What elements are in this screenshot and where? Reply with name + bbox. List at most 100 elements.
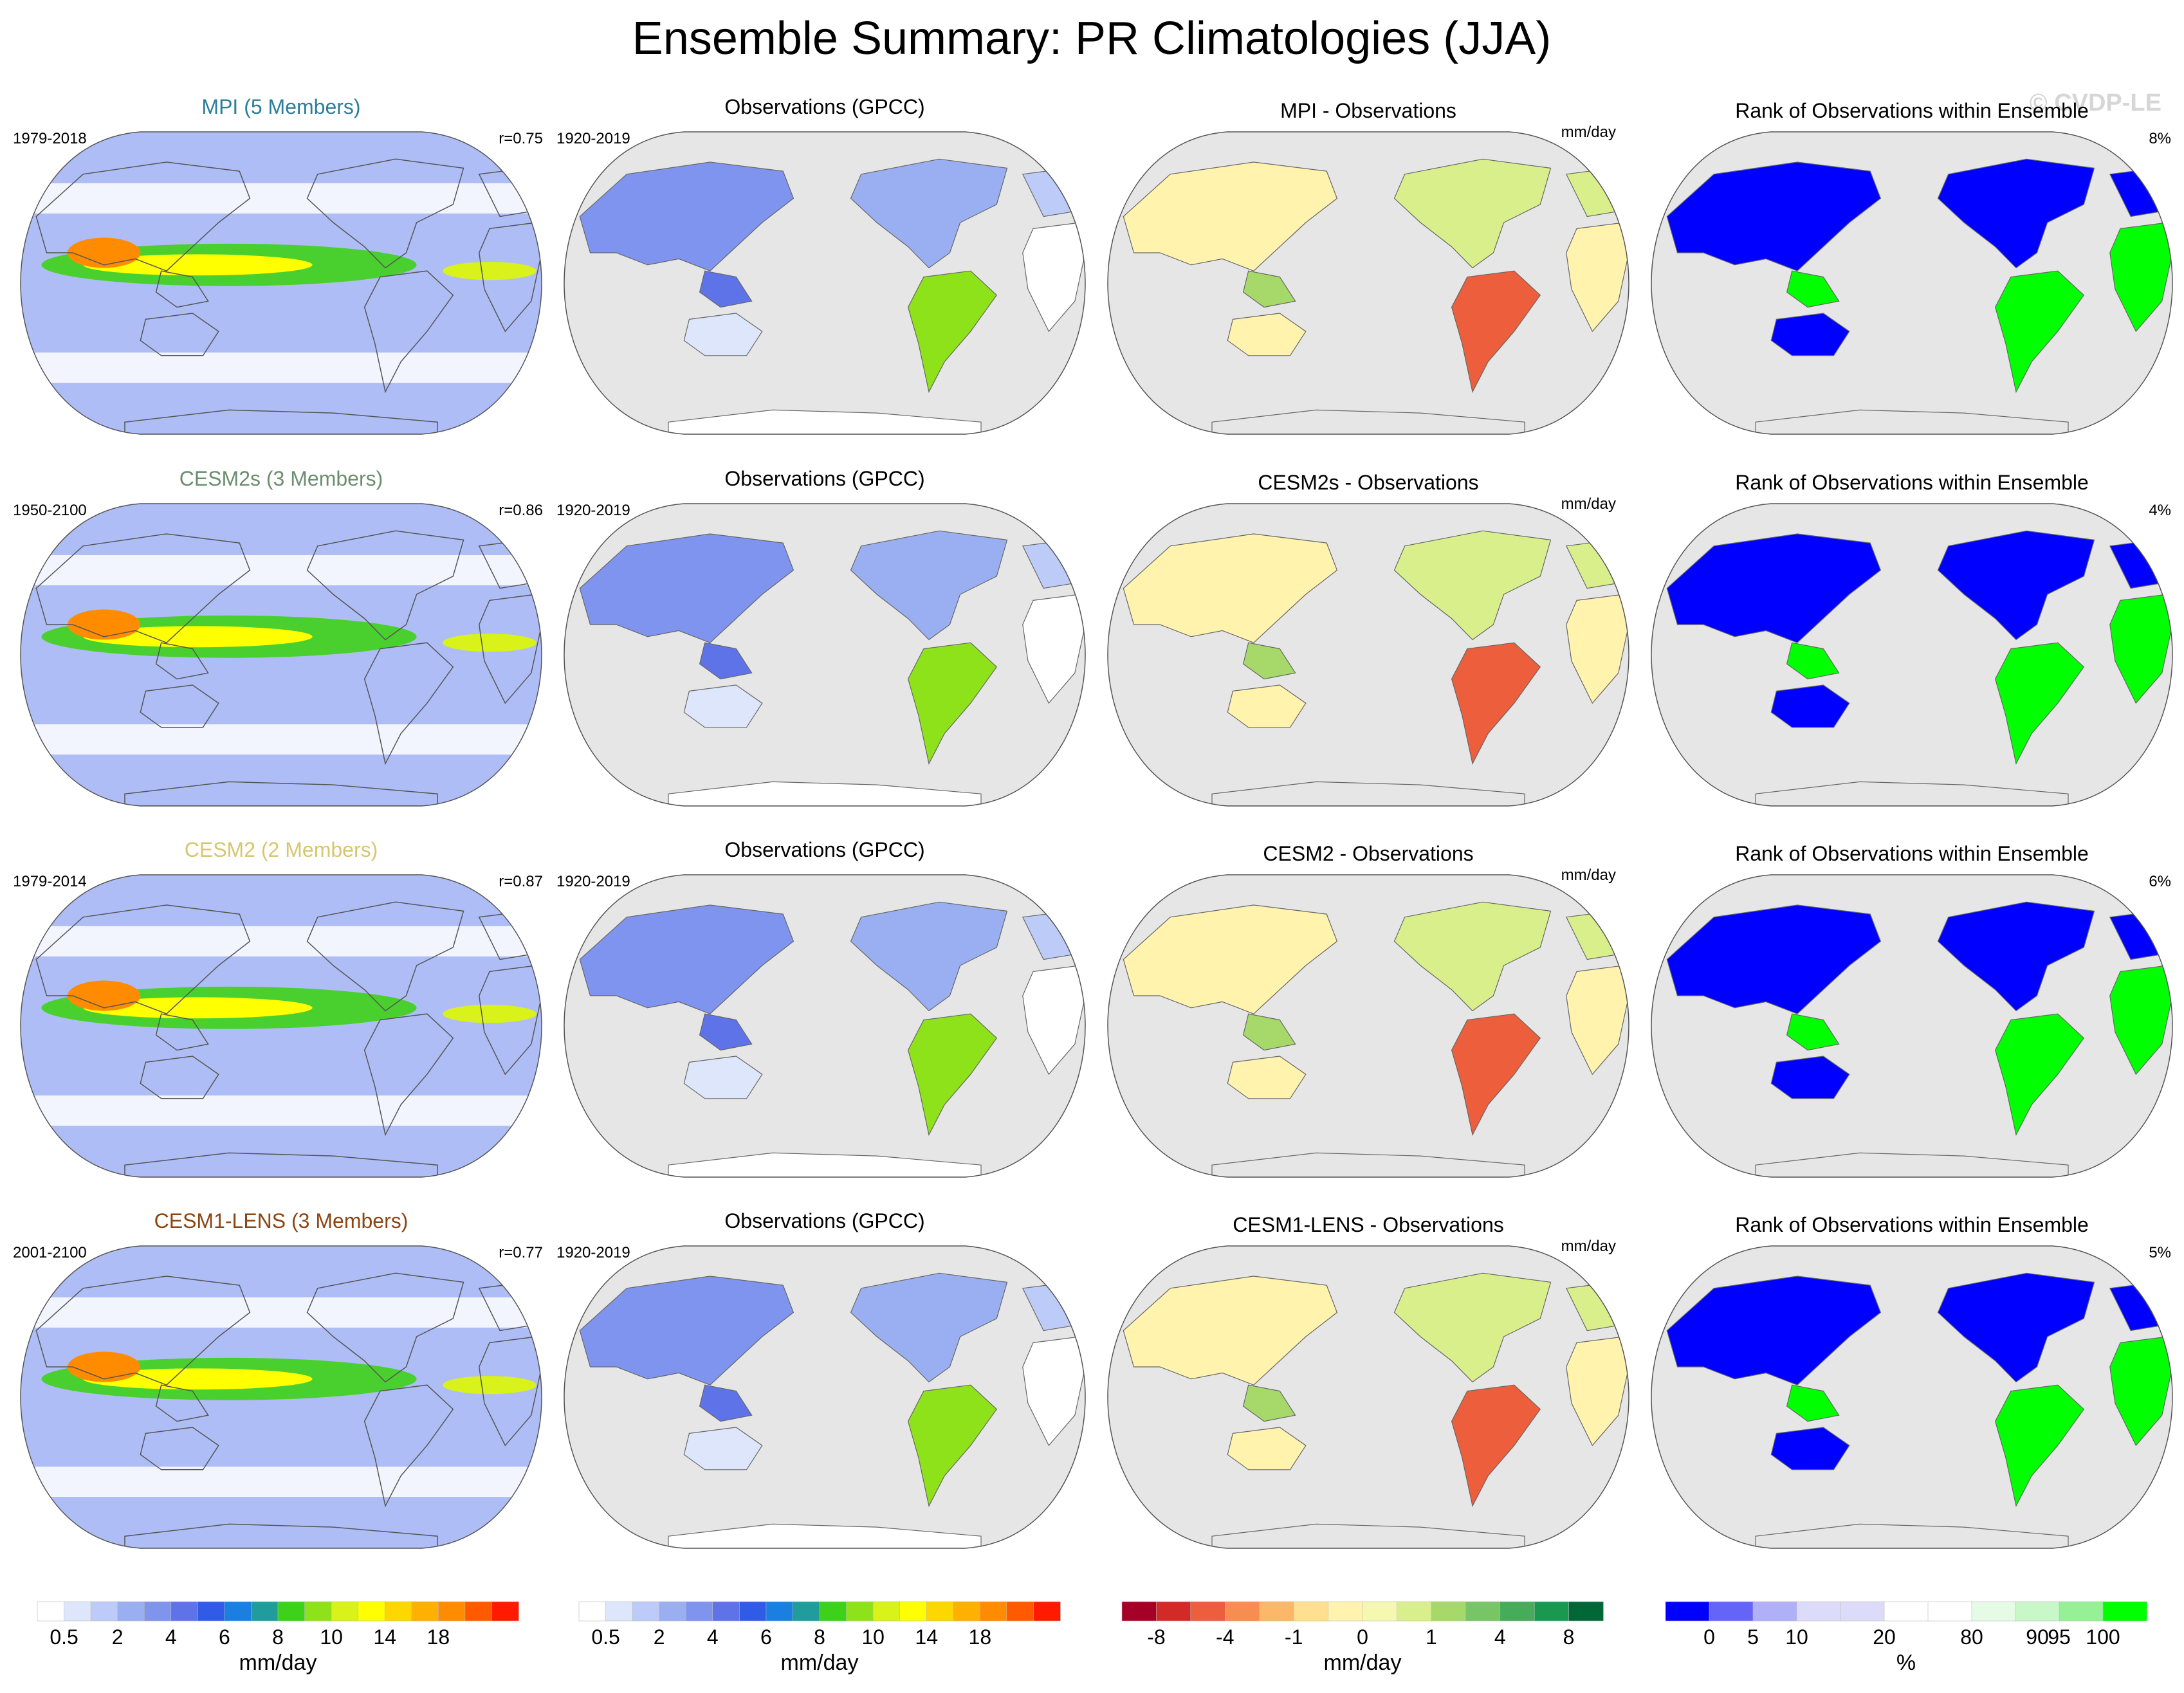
coastline-australia <box>140 313 219 356</box>
map-outline <box>20 131 542 435</box>
colorbar-swatch <box>899 1601 928 1622</box>
colorbar-tick-label: 2 <box>654 1625 665 1649</box>
itcz-core <box>83 254 313 276</box>
diff-units: mm/day <box>1561 1238 1616 1255</box>
coastline-antarctica <box>124 409 438 434</box>
colorbar-swatch <box>1224 1601 1260 1622</box>
colorbar-tick-label: 14 <box>373 1625 396 1649</box>
watermark: © CVDP-LE <box>2030 89 2161 116</box>
colorbar-swatch <box>1465 1601 1501 1622</box>
land-antarctica <box>668 1152 982 1177</box>
map-panel-r3-c3: CESM2 - Observations mm/day <box>1107 842 1629 1178</box>
colorbar-swatch <box>2015 1601 2060 1622</box>
colorbar-swatch <box>712 1601 740 1622</box>
pattern-correlation: r=0.77 <box>499 1244 543 1261</box>
land-australia <box>1770 1056 1850 1099</box>
map-outline <box>1107 131 1629 435</box>
colorbar-swatch <box>411 1601 439 1622</box>
land-namerica <box>1393 530 1552 641</box>
colorbar-tick-label: 6 <box>219 1625 230 1649</box>
map-outline <box>1651 1245 2173 1549</box>
land-samerica <box>907 1384 998 1507</box>
dry-band <box>21 1297 542 1328</box>
land-australia <box>1770 313 1850 356</box>
map-panel-r3-c2: Observations (GPCC) 1920-2019 <box>556 838 1086 1178</box>
rank-title: Rank of Observations within Ensemble <box>1735 842 2089 865</box>
map-panel-r3-c4: Rank of Observations within Ensemble 6% <box>1651 842 2173 1178</box>
land-antarctica <box>1755 1152 2069 1177</box>
model-title: CESM2s (3 Members) <box>179 467 383 490</box>
land-asia <box>1666 161 1882 271</box>
land-namerica <box>850 901 1008 1012</box>
colorbar-swatch <box>197 1601 225 1622</box>
diff-title: MPI - Observations <box>1280 99 1456 122</box>
land-asia <box>579 1276 794 1386</box>
colorbar-swatch <box>578 1601 607 1622</box>
coastline-australia <box>140 1427 219 1470</box>
colorbar-tick-label: 0 <box>1357 1625 1368 1649</box>
dry-band <box>21 1095 542 1126</box>
land-australia <box>683 1056 763 1099</box>
land-namerica <box>1937 901 2095 1012</box>
itcz-core <box>83 626 313 648</box>
obs-title: Observations (GPCC) <box>724 467 924 490</box>
colorbar-tick-label: 0.5 <box>50 1625 78 1649</box>
model-title: CESM1-LENS (3 Members) <box>154 1209 408 1232</box>
coastline-seasia <box>155 642 209 680</box>
colorbar-tick-label: 14 <box>915 1625 938 1649</box>
rank-percent: 8% <box>2149 130 2171 147</box>
colorbar-swatch <box>224 1601 252 1622</box>
land-australia <box>683 684 763 728</box>
colorbar-swatch <box>90 1601 118 1622</box>
obs-period: 1920-2019 <box>556 873 630 890</box>
coastline-namerica <box>306 901 464 1012</box>
obs-title: Observations (GPCC) <box>724 838 924 861</box>
obs-period: 1920-2019 <box>556 1244 630 1261</box>
colorbar-swatch <box>1156 1601 1191 1622</box>
land-antarctica <box>1211 1523 1525 1548</box>
land-antarctica <box>668 781 982 806</box>
colorbar-swatch <box>1796 1601 1841 1622</box>
coastline-namerica <box>306 1272 464 1383</box>
map-panel-r2-c2: Observations (GPCC) 1920-2019 <box>556 467 1086 807</box>
colorbar-tick-label: 5 <box>1747 1625 1759 1649</box>
map-outline <box>564 503 1086 807</box>
colorbar-swatch <box>1033 1601 1061 1622</box>
colorbar-units: mm/day <box>1324 1651 1402 1675</box>
coastline-namerica <box>306 158 464 269</box>
land-namerica <box>850 530 1008 641</box>
diff-units: mm/day <box>1561 124 1616 141</box>
land-antarctica <box>1211 409 1525 434</box>
diff-units: mm/day <box>1561 866 1616 884</box>
colorbar-tick-label: 20 <box>1873 1625 1896 1649</box>
colorbar-swatch <box>1362 1601 1398 1622</box>
land-seasia <box>1786 642 1840 680</box>
land-namerica <box>1393 1272 1552 1383</box>
colorbar-tick-label: -1 <box>1285 1625 1303 1649</box>
colorbar-swatch <box>37 1601 65 1622</box>
colorbar-swatch <box>1006 1601 1034 1622</box>
colorbar-swatch <box>304 1601 332 1622</box>
colorbar-tick-label: 10 <box>1785 1625 1808 1649</box>
land-australia <box>1227 1427 1307 1470</box>
land-seasia <box>1242 642 1296 680</box>
itcz-core <box>83 997 313 1019</box>
colorbar-swatch <box>980 1601 1007 1622</box>
colorbar-swatch <box>1927 1601 1972 1622</box>
obs-period: 1920-2019 <box>556 502 630 519</box>
colorbar-units: % <box>1896 1651 1916 1675</box>
atlantic-itcz <box>443 1005 537 1023</box>
colorbar-tick-label: 18 <box>969 1625 992 1649</box>
map-outline <box>20 1245 542 1549</box>
colorbar-units: mm/day <box>781 1651 859 1675</box>
land-samerica <box>907 642 998 765</box>
land-asia <box>1123 533 1338 643</box>
diff-title: CESM2s - Observations <box>1258 471 1478 494</box>
map-panel-r3-c1: CESM2 (2 Members) 1979-2014 r=0.87 <box>13 838 543 1178</box>
land-samerica <box>1994 1384 2085 1507</box>
land-australia <box>1227 684 1307 728</box>
coastline-antarctica <box>124 1523 438 1548</box>
coastline-australia <box>140 1056 219 1099</box>
map-outline <box>1107 874 1629 1178</box>
land-namerica <box>1393 158 1552 269</box>
